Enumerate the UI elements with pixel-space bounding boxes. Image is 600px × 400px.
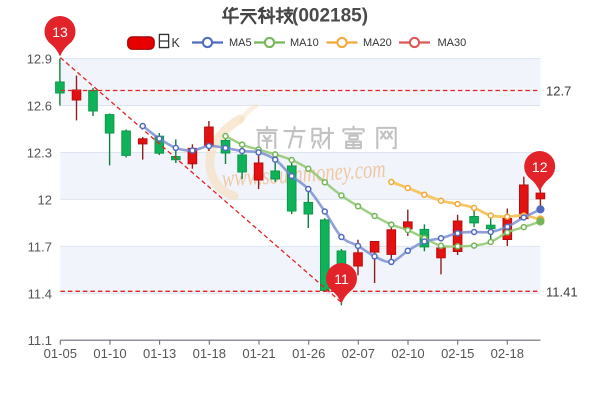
svg-text:MA30: MA30 <box>438 37 467 49</box>
svg-text:13: 13 <box>52 24 68 40</box>
svg-text:12.9: 12.9 <box>27 52 52 67</box>
svg-text:MA10: MA10 <box>290 37 319 49</box>
svg-text:11.7: 11.7 <box>28 239 52 254</box>
svg-text:12.3: 12.3 <box>27 146 52 161</box>
svg-text:11: 11 <box>334 271 349 287</box>
svg-text:02-07: 02-07 <box>342 346 375 361</box>
svg-text:12.6: 12.6 <box>27 99 52 114</box>
svg-text:K: K <box>172 36 181 50</box>
svg-text:01-13: 01-13 <box>143 346 176 361</box>
svg-text:02-18: 02-18 <box>491 346 524 361</box>
svg-text:12: 12 <box>532 159 548 175</box>
svg-text:11.41: 11.41 <box>546 284 578 299</box>
svg-text:02-15: 02-15 <box>441 346 474 361</box>
svg-text:12: 12 <box>38 192 52 207</box>
svg-text:11.4: 11.4 <box>28 286 52 301</box>
svg-text:02-10: 02-10 <box>391 346 424 361</box>
svg-text:(002185): (002185) <box>292 6 368 27</box>
svg-text:12.7: 12.7 <box>546 84 571 99</box>
svg-text:MA5: MA5 <box>229 37 252 49</box>
svg-text:01-05: 01-05 <box>44 346 77 361</box>
svg-text:01-21: 01-21 <box>242 346 275 361</box>
svg-text:01-18: 01-18 <box>193 346 226 361</box>
svg-text:11.1: 11.1 <box>28 333 52 348</box>
svg-text:01-10: 01-10 <box>93 346 126 361</box>
svg-text:MA20: MA20 <box>363 37 392 49</box>
svg-text:01-26: 01-26 <box>292 346 325 361</box>
